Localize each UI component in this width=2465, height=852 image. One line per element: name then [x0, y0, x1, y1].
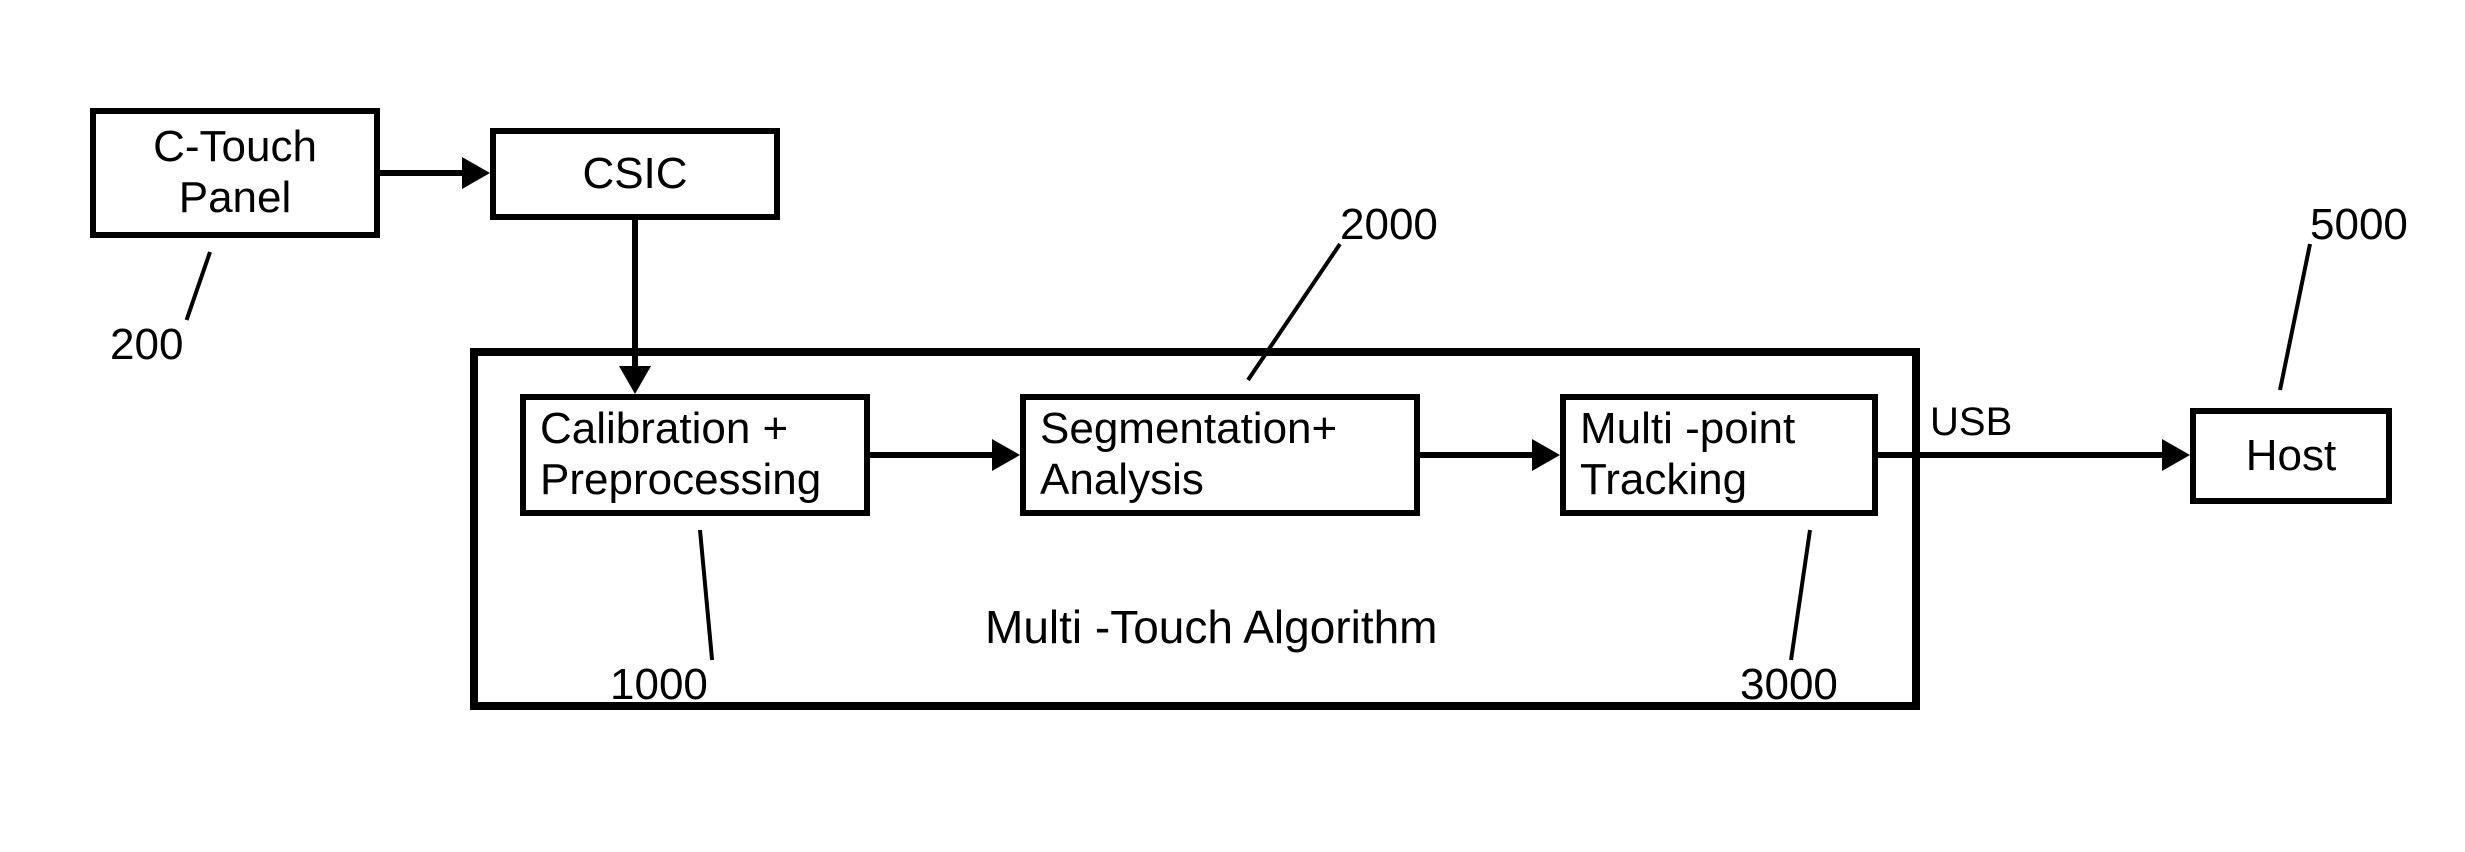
- container-label: Multi -Touch Algorithm: [985, 600, 1438, 654]
- ref-3000: 3000: [1740, 660, 1838, 710]
- node-track-line1: Multi -point: [1580, 404, 1795, 453]
- node-host-text: Host: [2246, 431, 2336, 482]
- ref-2000: 2000: [1340, 200, 1438, 250]
- node-calib-line2: Preprocessing: [540, 455, 821, 504]
- ref-5000: 5000: [2310, 200, 2408, 250]
- node-csic-text: CSIC: [582, 149, 687, 200]
- node-ctouch-line2: Panel: [179, 173, 292, 222]
- node-csic: CSIC: [490, 128, 780, 220]
- ref-200: 200: [110, 320, 183, 370]
- node-segmentation-analysis: Segmentation+ Analysis: [1020, 394, 1420, 516]
- node-host: Host: [2190, 408, 2392, 504]
- node-ctouch-panel: C-Touch Panel: [90, 108, 380, 238]
- node-track-line2: Tracking: [1580, 455, 1747, 504]
- node-calibration-preprocessing: Calibration + Preprocessing: [520, 394, 870, 516]
- edge-label-usb: USB: [1930, 400, 2012, 445]
- node-ctouch-line1: C-Touch: [153, 122, 317, 171]
- node-calib-line1: Calibration +: [540, 404, 788, 453]
- diagram-stage: C-Touch Panel CSIC Multi -Touch Algorith…: [0, 0, 2465, 852]
- node-multipoint-tracking: Multi -point Tracking: [1560, 394, 1878, 516]
- ref-1000: 1000: [610, 660, 708, 710]
- node-seg-line2: Analysis: [1040, 455, 1204, 504]
- node-seg-line1: Segmentation+: [1040, 404, 1337, 453]
